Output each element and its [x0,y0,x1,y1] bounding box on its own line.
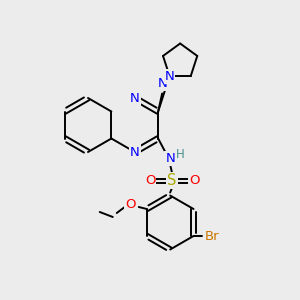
Text: Br: Br [205,230,220,242]
Text: N: N [165,70,174,83]
Text: O: O [189,174,200,187]
Text: N: N [165,152,175,165]
Text: O: O [125,199,136,212]
Text: N: N [130,146,140,158]
Text: O: O [145,174,155,187]
Text: H: H [176,148,184,161]
Text: N: N [130,92,140,104]
Text: S: S [167,173,177,188]
Text: N: N [157,77,167,90]
